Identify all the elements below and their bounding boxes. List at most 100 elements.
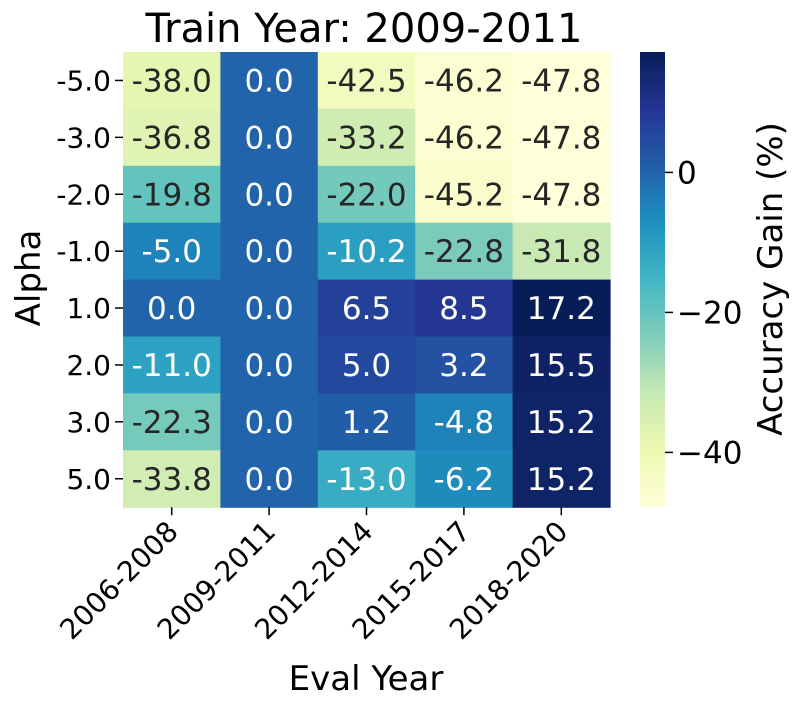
cell-value-label: 3.2 <box>439 348 488 384</box>
heatmap-cell <box>415 165 514 224</box>
cell-value-label: -33.2 <box>326 120 406 156</box>
y-tick-label: -3.0 <box>56 121 111 154</box>
heatmap-cell <box>123 222 221 281</box>
heatmap-cell <box>220 450 319 508</box>
cell-value-label: 15.5 <box>527 348 596 384</box>
heatmap-cell <box>512 393 611 451</box>
y-tick-label: -2.0 <box>56 178 111 211</box>
y-tick-label: 5.0 <box>66 463 111 496</box>
colorbar <box>640 52 665 507</box>
cell-value-label: 5.0 <box>342 348 391 384</box>
cell-value-label: 15.2 <box>527 405 596 441</box>
heatmap-cell <box>123 108 221 167</box>
heatmap-cell <box>220 393 319 451</box>
y-tick-label: 1.0 <box>66 292 111 325</box>
cell-value-label: -36.8 <box>132 120 212 156</box>
heatmap-cell <box>415 108 514 167</box>
heatmap-cell <box>220 222 319 281</box>
heatmap-cell <box>512 279 611 338</box>
heatmap-cell <box>123 279 221 338</box>
heatmap-cell <box>415 336 514 394</box>
cell-value-label: 8.5 <box>439 291 488 327</box>
x-axis-label: Eval Year <box>289 659 444 699</box>
heatmap-cell <box>415 393 514 451</box>
cell-value-label: -45.2 <box>424 177 504 213</box>
cell-value-label: -22.8 <box>424 234 504 270</box>
heatmap-cell <box>317 222 416 281</box>
cell-value-label: 6.5 <box>342 291 391 327</box>
heatmap-cell <box>220 165 319 224</box>
colorbar-tick-label: −40 <box>677 435 742 471</box>
heatmap-cell <box>317 450 416 508</box>
y-axis-ticks: -5.0 -3.0 -2.0 -1.0 1.0 2.0 3.0 5.0 <box>56 64 123 496</box>
heatmap-cell <box>220 52 319 110</box>
y-tick-label: 3.0 <box>66 406 111 439</box>
cell-value-label: -31.8 <box>521 234 601 270</box>
cell-value-label: 0.0 <box>244 63 293 99</box>
heatmap-cell <box>123 52 221 110</box>
colorbar-tick-label: −20 <box>677 295 742 331</box>
cell-value-label: -13.0 <box>326 462 406 498</box>
cell-value-label: -11.0 <box>132 348 212 384</box>
heatmap-cell <box>415 222 514 281</box>
cell-value-label: -33.8 <box>132 462 212 498</box>
heatmap-cell <box>317 279 416 338</box>
heatmap-cell <box>512 52 611 110</box>
y-tick-label: 2.0 <box>66 349 111 382</box>
x-axis-ticks: 2006-20082009-20112012-20142015-20172018… <box>53 507 574 646</box>
heatmap-cell <box>220 336 319 394</box>
cell-value-label: 0.0 <box>244 120 293 156</box>
heatmap-cell <box>512 450 611 508</box>
cell-value-label: 0.0 <box>244 405 293 441</box>
cell-value-label: 17.2 <box>527 291 596 327</box>
heatmap-cell <box>512 108 611 167</box>
cell-value-label: -5.0 <box>141 234 202 270</box>
y-tick-label: -5.0 <box>56 64 111 97</box>
cell-value-label: -47.8 <box>521 177 601 213</box>
heatmap-cell <box>317 108 416 167</box>
heatmap-cell <box>123 336 221 394</box>
cell-value-label: -4.8 <box>434 405 495 441</box>
colorbar-ticks: 0 −20 −40 <box>665 155 742 471</box>
heatmap-cell <box>415 279 514 338</box>
heatmap-cell <box>123 450 221 508</box>
heatmap-cells <box>123 52 611 508</box>
cell-value-label: 1.2 <box>342 405 391 441</box>
cell-value-label: -22.0 <box>326 177 406 213</box>
cell-value-label: -47.8 <box>521 63 601 99</box>
heatmap-cell-labels: -38.0 0.0 -42.5 -46.2 -47.8 -36.8 0.0 -33.2 -46.… <box>132 63 602 497</box>
cell-value-label: 0.0 <box>244 177 293 213</box>
chart-title: Train Year: 2009-2011 <box>145 6 583 52</box>
cell-value-label: 0.0 <box>244 462 293 498</box>
heatmap-cell <box>123 165 221 224</box>
cell-value-label: -22.3 <box>132 405 212 441</box>
heatmap-cell <box>123 393 221 451</box>
y-axis-label: Alpha <box>9 230 49 327</box>
cell-value-label: 0.0 <box>147 291 196 327</box>
cell-value-label: -10.2 <box>326 234 406 270</box>
heatmap-cell <box>317 393 416 451</box>
heatmap-cell <box>512 336 611 394</box>
heatmap-cell <box>220 279 319 338</box>
colorbar-tick-label: 0 <box>677 155 697 191</box>
heatmap-cell <box>415 450 514 508</box>
cell-value-label: -46.2 <box>424 120 504 156</box>
cell-value-label: 0.0 <box>244 348 293 384</box>
cell-value-label: 0.0 <box>244 291 293 327</box>
heatmap-cell <box>317 52 416 110</box>
y-tick-label: -1.0 <box>56 235 111 268</box>
heatmap-cell <box>220 108 319 167</box>
heatmap-cell <box>317 336 416 394</box>
cell-value-label: -47.8 <box>521 120 601 156</box>
heatmap-cell <box>415 52 514 110</box>
cell-value-label: -42.5 <box>326 63 406 99</box>
cell-value-label: 0.0 <box>244 234 293 270</box>
heatmap-cell <box>512 222 611 281</box>
cell-value-label: -6.2 <box>434 462 495 498</box>
heatmap-cell <box>512 165 611 224</box>
cell-value-label: 15.2 <box>527 462 596 498</box>
cell-value-label: -19.8 <box>132 177 212 213</box>
colorbar-label: Accuracy Gain (%) <box>751 122 791 436</box>
heatmap-cell <box>317 165 416 224</box>
